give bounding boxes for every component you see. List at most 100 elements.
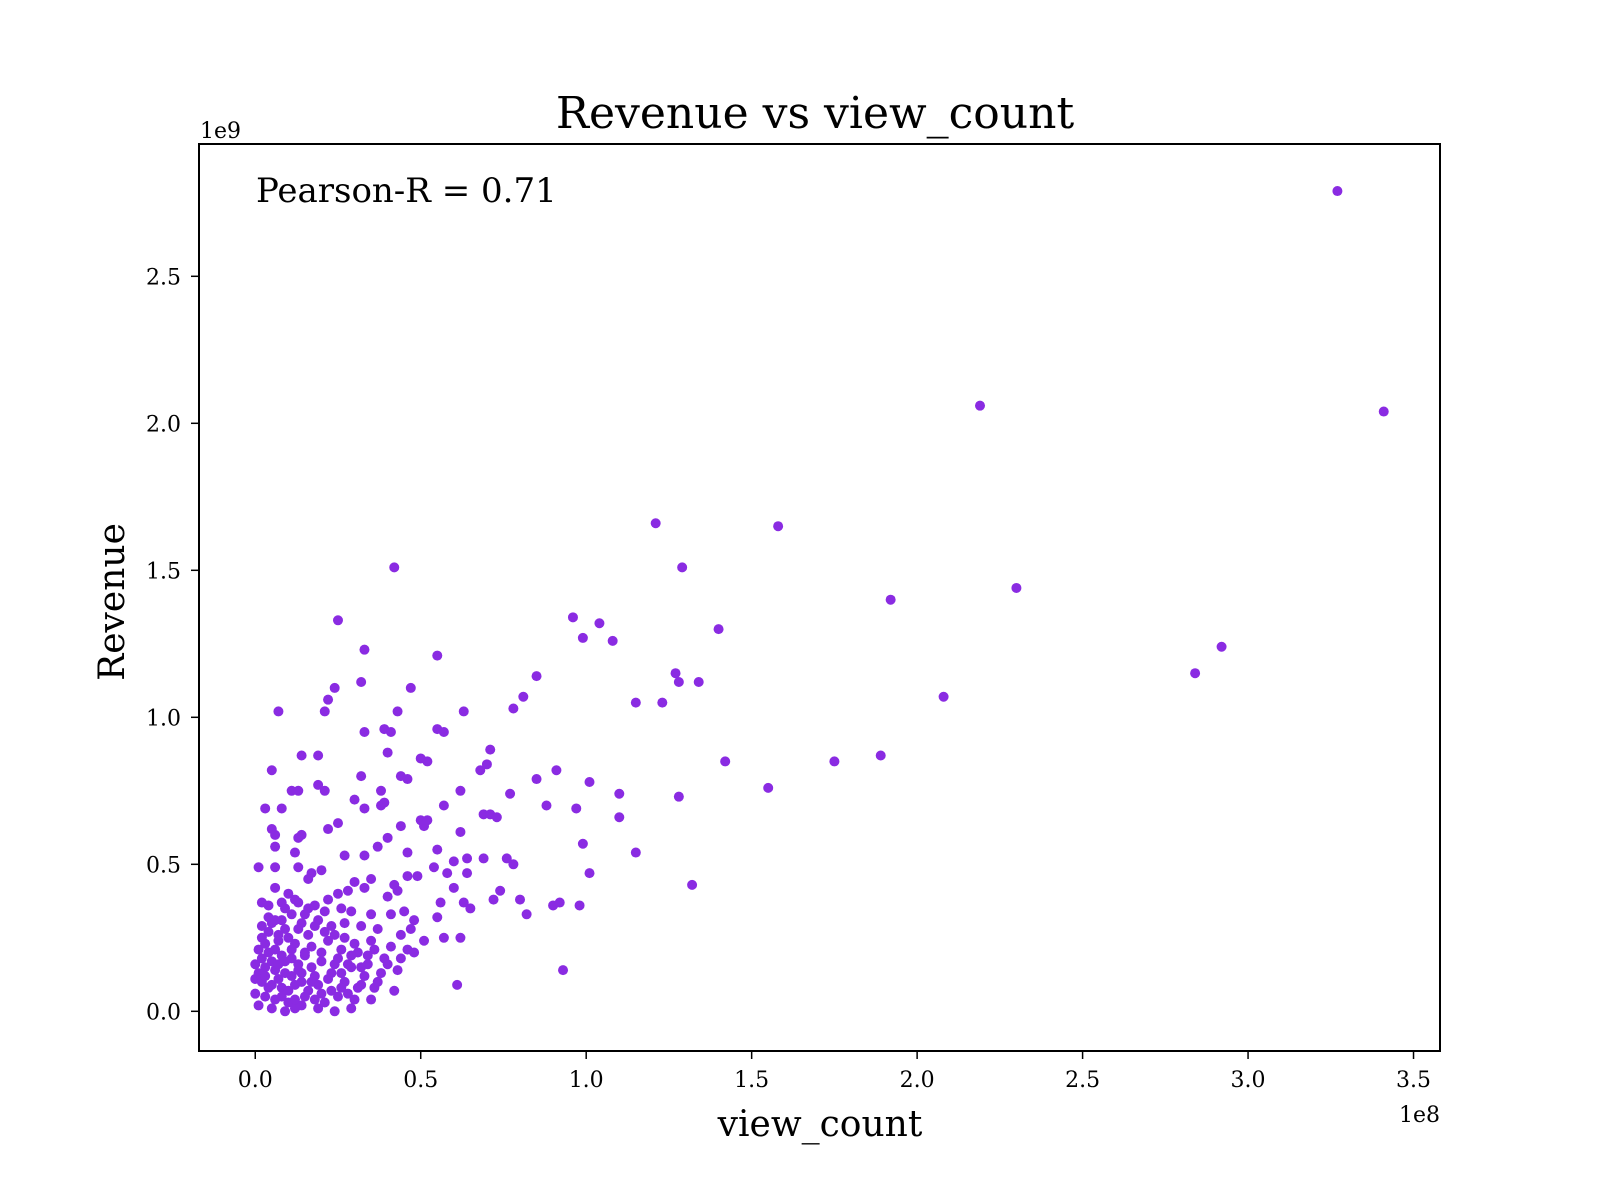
data-point [393,706,403,716]
data-point [449,883,459,893]
data-point [300,992,310,1002]
data-point [359,971,369,981]
data-point [455,827,465,837]
data-point [270,830,280,840]
data-point [578,839,588,849]
data-point [283,986,293,996]
data-point [356,921,366,931]
data-point [585,868,595,878]
data-point [260,939,270,949]
data-point [359,803,369,813]
data-point [363,950,373,960]
data-point [293,959,303,969]
data-point [373,842,383,852]
data-point [585,777,595,787]
data-point [439,727,449,737]
data-point [293,833,303,843]
data-point [290,895,300,905]
data-point [257,921,267,931]
data-point [287,971,297,981]
data-point [333,889,343,899]
data-point [402,871,412,881]
data-point [452,980,462,990]
data-point [462,853,472,863]
data-point [336,968,346,978]
data-point [551,765,561,775]
data-point [297,968,307,978]
data-point [343,959,353,969]
data-point [333,953,343,963]
data-point [555,898,565,908]
data-point [479,853,489,863]
data-point [419,936,429,946]
data-point [359,645,369,655]
data-point [393,965,403,975]
y-axis-label: Revenue [92,523,133,681]
data-point [465,903,475,913]
data-point [270,945,280,955]
data-point [310,921,320,931]
data-point [432,651,442,661]
data-point [406,683,416,693]
data-point [293,862,303,872]
data-point [694,677,704,687]
data-point [594,618,604,628]
data-point [257,953,267,963]
data-point [303,930,313,940]
data-point [270,915,280,925]
data-point [333,615,343,625]
data-point [270,883,280,893]
data-point [273,930,283,940]
x-tick-label: 2.0 [900,1068,935,1093]
data-point [320,706,330,716]
data-point [671,668,681,678]
data-point [383,748,393,758]
data-point [350,877,360,887]
data-point [320,906,330,916]
data-point [320,997,330,1007]
x-axis-label: view_count [717,1104,923,1145]
data-point [876,751,886,761]
data-point [260,803,270,813]
pearson-annotation: Pearson-R = 0.71 [256,171,557,211]
data-point [608,636,618,646]
data-point [396,821,406,831]
data-point [495,886,505,896]
data-point [359,727,369,737]
data-point [293,924,303,934]
data-point [462,868,472,878]
x-tick-label: 0.5 [403,1068,438,1093]
data-point [323,824,333,834]
data-point [310,900,320,910]
data-point [975,401,985,411]
data-point [386,909,396,919]
data-point [386,727,396,737]
data-point [614,812,624,822]
data-point [277,803,287,813]
y-tick-label: 2.0 [146,412,181,437]
data-point [515,895,525,905]
data-point [263,900,273,910]
data-point [631,698,641,708]
data-point [330,930,340,940]
data-point [336,903,346,913]
data-point [402,848,412,858]
data-point [386,942,396,952]
data-point [396,953,406,963]
data-point [886,595,896,605]
data-point [829,756,839,766]
data-point [422,815,432,825]
y-tick-label: 0.5 [146,853,181,878]
data-point [631,848,641,858]
data-point [614,789,624,799]
data-point [939,692,949,702]
data-point [270,842,280,852]
data-point [383,959,393,969]
data-point [687,880,697,890]
data-point [326,986,336,996]
data-point [455,933,465,943]
data-point [489,895,499,905]
data-point [346,906,356,916]
data-point [350,939,360,949]
